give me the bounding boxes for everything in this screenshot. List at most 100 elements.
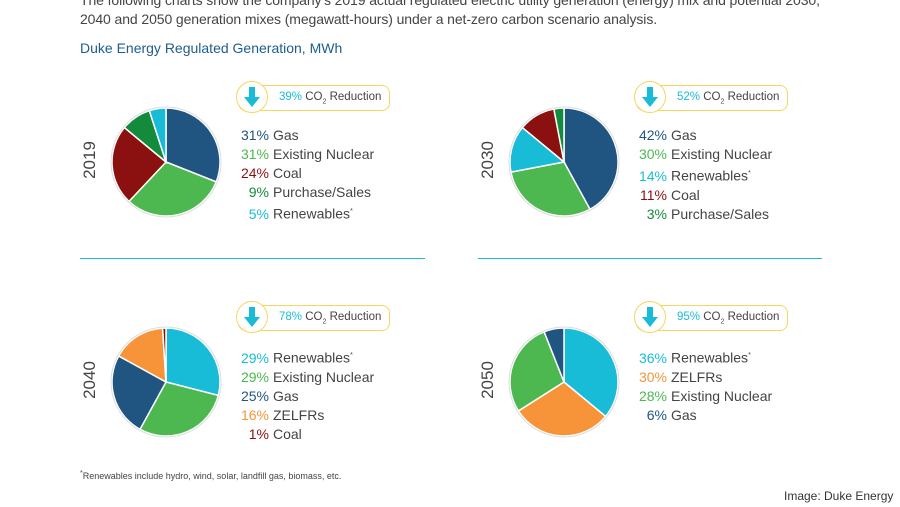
legend-label: Renewables (671, 167, 749, 184)
pie-slice-renewables (165, 327, 221, 397)
intro-text: The following charts show the company's … (80, 0, 820, 27)
pie-slice-renewables (563, 327, 619, 418)
legend-label: Existing Nuclear (273, 146, 375, 162)
legend-label: Gas (671, 406, 697, 423)
legend-item: 36% Renewables* (638, 349, 751, 366)
down-arrow-icon (236, 81, 268, 113)
legend-label: ZELFRs (671, 368, 723, 385)
co2-reduction-value: 95% (677, 311, 701, 323)
pie-panel-2030: 2030 52% CO2 Reduction 42% Gas 30% Existing … (478, 81, 828, 282)
legend-label: Existing Nuclear (671, 146, 773, 162)
legend-item: 30% Existing Nuclear (638, 145, 772, 164)
legend-label: Renewables (273, 349, 351, 366)
legend: 42% Gas 30% Existing Nuclear 14% Renewables* 1… (638, 126, 772, 224)
legend-value: 16% (240, 406, 269, 423)
pie-slice-coal (161, 327, 167, 383)
legend-item: 24% Coal (240, 164, 374, 183)
legend-value: 9% (248, 184, 269, 200)
legend: 36% Renewables* 30% ZELFRs 28% Existing Nucle… (638, 346, 772, 425)
legend-value: 36% (638, 349, 667, 366)
legend-value: 42% (638, 127, 667, 143)
legend-value: 11% (640, 186, 667, 203)
legend-item: 1% Coal (240, 425, 374, 444)
legend-item: 14% Renewables* (638, 167, 751, 184)
legend-value: 1% (248, 425, 269, 442)
legend-value: 30% (638, 368, 667, 385)
pie-outline (508, 106, 620, 218)
down-arrow-icon (634, 81, 666, 113)
co2-reduction-badge: 39% CO2 Reduction (236, 81, 390, 113)
legend-value: 29% (240, 349, 269, 366)
legend: 31% Gas 31% Existing Nuclear 24% Coal 9% Purcha… (240, 126, 374, 224)
legend-item: 29% Existing Nuclear (240, 368, 374, 387)
legend-value: 30% (638, 146, 667, 162)
legend-value: 3% (646, 205, 667, 222)
legend-item: 25% Gas (240, 387, 374, 406)
pie-chart (110, 106, 222, 218)
legend-label: Gas (273, 127, 299, 143)
badge-text: 39% CO2 Reduction (279, 91, 382, 106)
pie-panel-2040: 2040 78% CO2 Reduction 29% Renewables* 29% E… (80, 301, 430, 502)
legend-label: Coal (273, 425, 302, 442)
pie-chart (110, 326, 222, 438)
pie-panel-2019: 2019 39% CO2 Reduction 31% Gas 31% Existing … (80, 81, 430, 282)
legend-label: Gas (273, 387, 299, 404)
year-label: 2019 (80, 141, 99, 179)
co2-reduction-badge: 52% CO2 Reduction (634, 81, 788, 113)
co2-reduction-value: 39% (279, 91, 303, 103)
pie-panel-2050: 2050 95% CO2 Reduction 36% Renewables* 30% Z… (478, 301, 828, 502)
legend-label: Renewables (671, 349, 749, 366)
legend-item: 9% Purchase/Sales (240, 183, 374, 202)
legend-value: 24% (240, 165, 269, 181)
badge-text: 95% CO2 Reduction (677, 311, 780, 326)
legend-item: 31% Gas (240, 126, 374, 145)
legend-item: 6% Gas (638, 406, 772, 425)
legend-label: Coal (273, 165, 302, 181)
down-arrow-icon (236, 301, 268, 333)
legend-label: Coal (671, 186, 700, 203)
badge-text: 52% CO2 Reduction (677, 91, 780, 106)
legend-label: Purchase/Sales (671, 205, 770, 222)
legend-label: Existing Nuclear (273, 368, 375, 385)
legend-value: 31% (240, 127, 269, 143)
co2-reduction-value: 52% (677, 91, 701, 103)
legend-value: 14% (638, 167, 667, 184)
legend-item: 16% ZELFRs (240, 406, 374, 425)
co2-reduction-badge: 95% CO2 Reduction (634, 301, 788, 333)
pie-outline (110, 106, 222, 218)
pie-slice-gas (563, 107, 619, 211)
image-credit: Image: Duke Energy (780, 489, 898, 503)
pie-slice-purchase-sales (553, 107, 565, 163)
legend-item: 11% Coal (638, 186, 772, 205)
legend-item: 29% Renewables* (240, 349, 353, 366)
legend-item: 28% Existing Nuclear (638, 387, 772, 406)
legend-label: Existing Nuclear (671, 387, 773, 404)
year-label: 2030 (478, 141, 497, 179)
year-label: 2040 (80, 361, 99, 399)
footnote: *Renewables include hydro, wind, solar, … (80, 470, 342, 481)
legend-item: 42% Gas (638, 126, 772, 145)
pie-chart (508, 326, 620, 438)
legend-value: 5% (248, 205, 269, 222)
legend-item: 30% ZELFRs (638, 368, 772, 387)
pie-slice-zelfrs (117, 327, 167, 384)
legend-value: 28% (638, 387, 667, 404)
pie-slice-gas (543, 327, 565, 383)
legend-label: ZELFRs (273, 406, 325, 423)
co2-reduction-value: 78% (279, 311, 303, 323)
legend-value: 29% (240, 368, 269, 385)
legend-value: 25% (240, 387, 269, 404)
divider (80, 258, 425, 259)
pie-slice-existing-nuclear (138, 381, 220, 437)
legend-item: 31% Existing Nuclear (240, 145, 374, 164)
pie-slice-existing-nuclear (127, 161, 218, 217)
pie-slice-existing-nuclear (510, 161, 592, 217)
co2-reduction-badge: 78% CO2 Reduction (236, 301, 390, 333)
legend-label: Renewables (273, 205, 351, 222)
pie-slice-coal (111, 126, 168, 203)
legend-value: 31% (240, 146, 269, 162)
legend-item: 3% Purchase/Sales (638, 205, 772, 224)
divider (478, 258, 822, 259)
legend-label: Purchase/Sales (273, 184, 372, 200)
